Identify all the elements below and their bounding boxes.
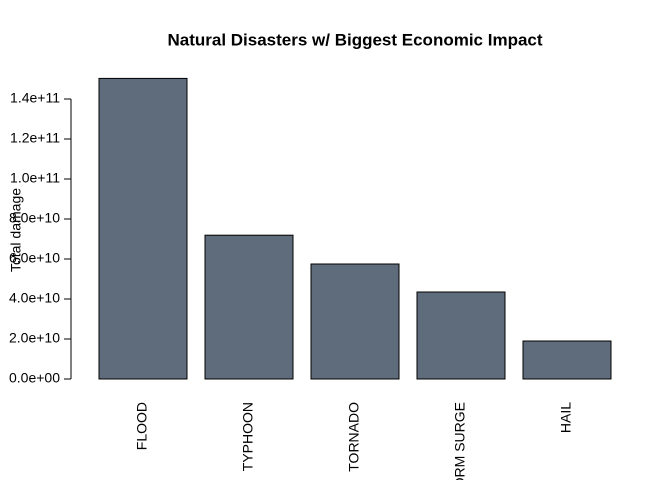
bar [204,234,294,380]
x-tick-label: STORM SURGE [452,402,468,480]
y-tick-label: 8.0e+10 [9,210,60,226]
x-tick-label: TYPHOON [240,402,256,471]
x-tick-label: TORNADO [346,402,362,472]
y-axis-label: Total damage [8,188,24,272]
y-tick-label: 1.4e+11 [10,90,60,106]
bar [522,340,612,380]
bar [416,291,506,380]
x-tick-label: HAIL [558,402,574,433]
bar [310,263,400,380]
y-tick-label: 0.0e+00 [9,370,60,386]
x-tick-label: FLOOD [134,402,150,450]
y-tick-label: 1.0e+11 [10,170,60,186]
y-tick-label: 2.0e+10 [9,330,60,346]
y-tick-label: 1.2e+11 [10,130,60,146]
y-tick-label: 6.0e+10 [9,250,60,266]
bar [98,77,188,380]
y-tick-label: 4.0e+10 [9,290,60,306]
chart-title: Natural Disasters w/ Biggest Economic Im… [167,30,542,49]
